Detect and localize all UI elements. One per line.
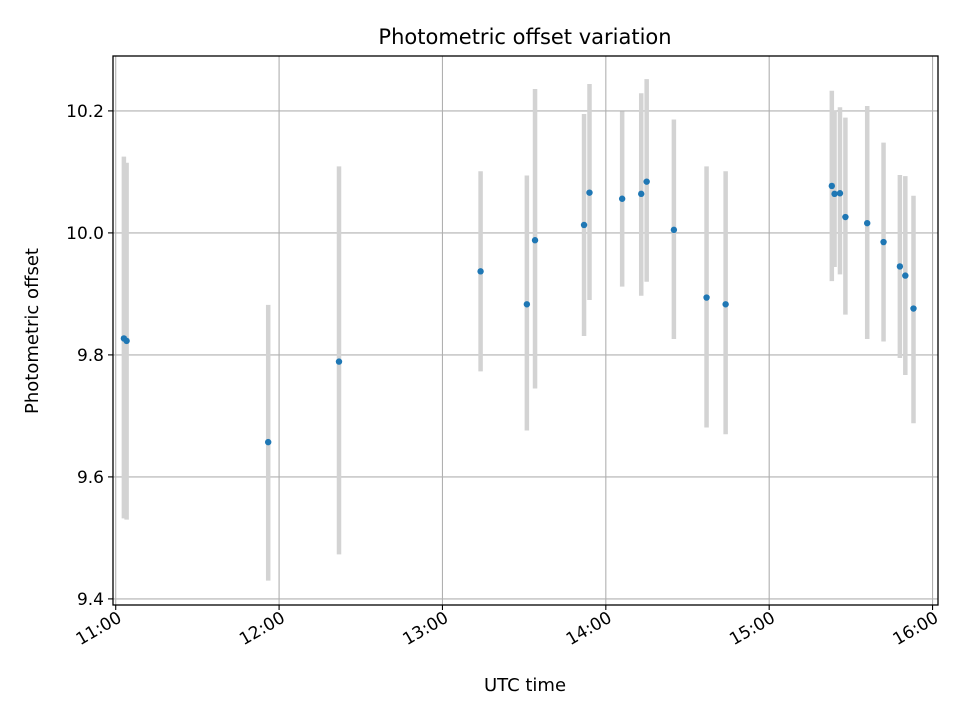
data-point — [523, 301, 531, 308]
data-point — [910, 305, 917, 312]
data-point — [335, 358, 343, 365]
data-point — [618, 195, 626, 202]
data-point — [638, 190, 645, 198]
y-tick-label: 10.2 — [66, 102, 104, 122]
data-point — [531, 237, 539, 244]
x-tick-label: 13:00 — [400, 608, 452, 650]
data-point — [864, 219, 871, 227]
axis-ticks: 11:00 12:00 13:00 14:00 15:00 16:00 9.4 9.6 9.8 1… — [66, 102, 942, 650]
y-tick-label: 10.0 — [66, 224, 104, 244]
x-tick-label: 14:00 — [563, 608, 615, 650]
data-point — [586, 189, 593, 196]
y-tick-label: 9.6 — [77, 468, 104, 488]
y-tick-label: 9.4 — [77, 590, 104, 610]
error-bars — [121, 79, 916, 581]
data-point — [836, 190, 844, 197]
plot-frame — [112, 55, 939, 606]
data-point — [880, 238, 887, 246]
data-point — [643, 178, 650, 185]
data-point — [896, 263, 904, 270]
data-point — [831, 190, 838, 198]
x-tick-label: 12:00 — [236, 608, 288, 650]
data-point — [722, 301, 729, 308]
y-tick-label: 9.8 — [77, 346, 104, 366]
chart-title: Photometric offset variation — [378, 25, 671, 49]
data-point — [828, 182, 836, 190]
data-point — [264, 438, 272, 446]
data-point — [123, 337, 130, 345]
y-axis-label: Photometric offset — [22, 248, 43, 414]
data-points — [120, 178, 917, 446]
data-point — [703, 294, 710, 301]
x-tick-label: 11:00 — [73, 608, 125, 650]
data-point — [670, 226, 678, 234]
data-point — [477, 268, 484, 275]
x-tick-label: 16:00 — [890, 608, 942, 650]
data-point — [902, 272, 909, 279]
data-point — [580, 221, 588, 229]
data-point — [842, 213, 849, 221]
x-axis-label: UTC time — [484, 675, 566, 696]
x-tick-label: 15:00 — [726, 608, 778, 650]
